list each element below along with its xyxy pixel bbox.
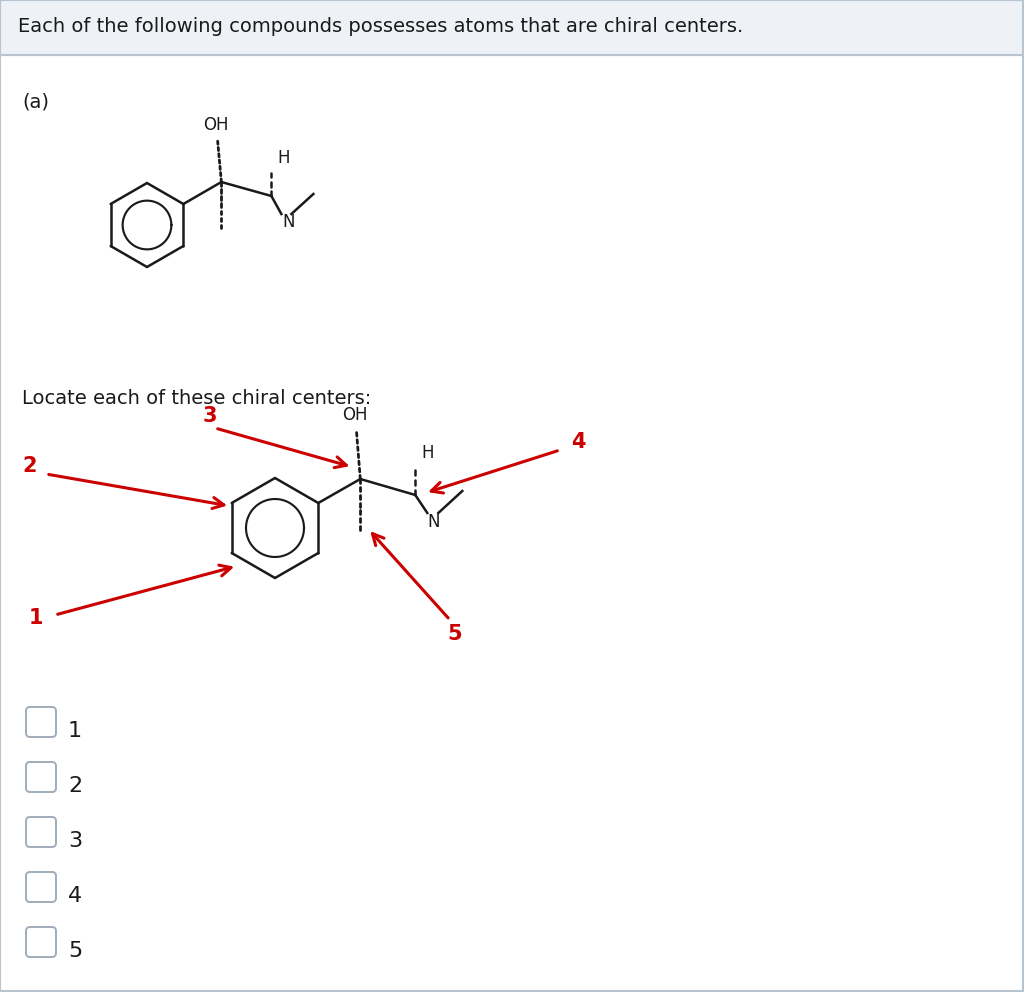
Text: 4: 4 [570, 432, 586, 452]
Text: OH: OH [342, 406, 368, 424]
Text: 1: 1 [68, 721, 82, 741]
Text: H: H [421, 444, 434, 462]
Text: 5: 5 [447, 624, 462, 644]
Text: 2: 2 [68, 776, 82, 796]
Text: 1: 1 [29, 608, 43, 628]
FancyBboxPatch shape [26, 817, 56, 847]
FancyBboxPatch shape [26, 927, 56, 957]
Text: 3: 3 [203, 406, 217, 426]
Text: N: N [283, 213, 295, 231]
Text: 3: 3 [68, 831, 82, 851]
FancyBboxPatch shape [0, 0, 1024, 55]
Text: 5: 5 [68, 941, 82, 961]
FancyBboxPatch shape [26, 872, 56, 902]
Text: Locate each of these chiral centers:: Locate each of these chiral centers: [22, 389, 372, 408]
Text: OH: OH [204, 116, 229, 134]
Text: Each of the following compounds possesses atoms that are chiral centers.: Each of the following compounds possesse… [18, 18, 743, 37]
Text: 2: 2 [23, 456, 37, 476]
FancyBboxPatch shape [26, 762, 56, 792]
Text: 4: 4 [68, 886, 82, 906]
Text: N: N [427, 513, 439, 531]
Text: (a): (a) [22, 92, 49, 111]
Text: H: H [278, 149, 290, 167]
FancyBboxPatch shape [26, 707, 56, 737]
